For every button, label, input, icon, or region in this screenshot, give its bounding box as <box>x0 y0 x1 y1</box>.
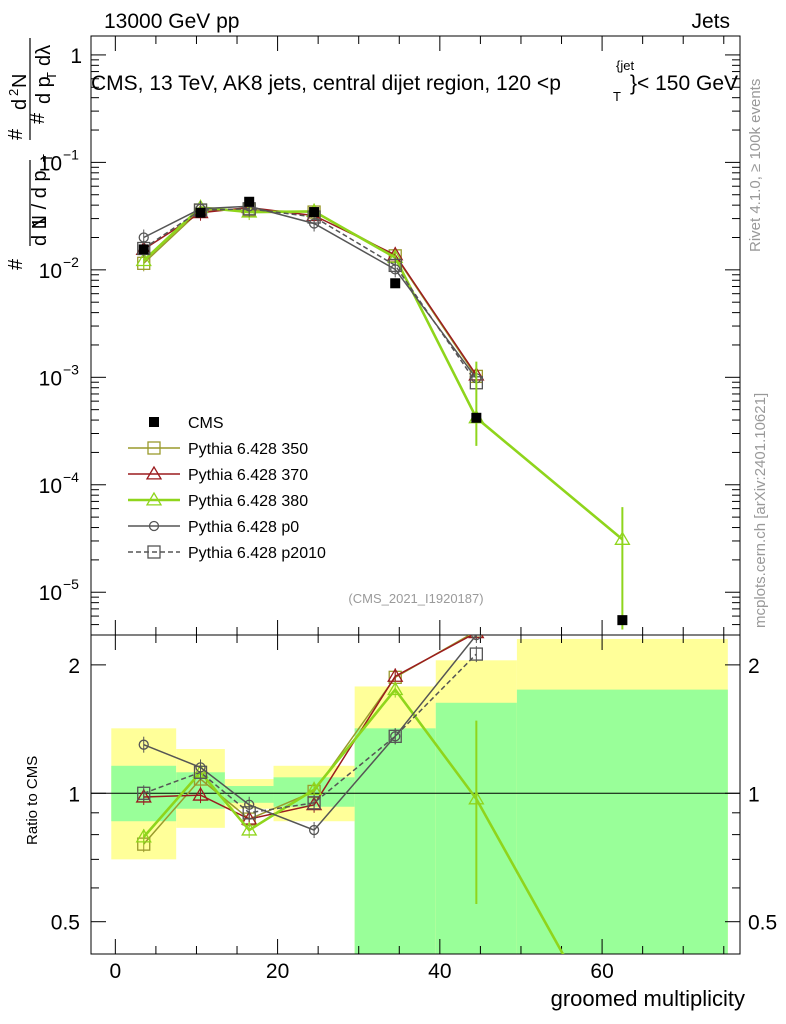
ratio-series-group <box>135 635 565 954</box>
ratio-y-tick-label-right: 2 <box>748 655 760 678</box>
ratio-y-tick-label-right: 1 <box>748 783 760 806</box>
x-tick-label: 20 <box>266 960 289 983</box>
main-line-pythia-6-428-p2010 <box>143 208 477 384</box>
ratio-y-tick-label-right: 0.5 <box>748 912 777 935</box>
ratio-y-tick-label: 2 <box>68 655 80 678</box>
band-1sigma-6 <box>516 689 728 954</box>
x-axis-label: groomed multiplicity <box>551 986 745 1011</box>
title-sub-t: T <box>613 89 621 104</box>
cms-data-point <box>244 196 255 207</box>
title-sup-jet: {jet <box>616 58 634 73</box>
main-y-tick-exponent: −1 <box>63 146 79 162</box>
main-series-group <box>135 196 631 630</box>
svg-text:#: # <box>5 128 27 140</box>
legend-label: CMS <box>188 415 224 432</box>
ratio-line-pythia-6-428-p2010 <box>143 653 477 814</box>
plot-title: CMS, 13 TeV, AK8 jets, central dijet reg… <box>91 58 738 104</box>
legend-label: Pythia 6.428 370 <box>188 467 308 484</box>
legend: CMS Pythia 6.428 350 Pythia 6.428 370 Pythi… <box>128 415 326 562</box>
title-end: }< 150 GeV <box>630 72 738 95</box>
svg-text:d N / d p: d N / d p <box>29 170 51 246</box>
svg-text:1: 1 <box>29 217 51 228</box>
main-y-tick-label: 1 <box>70 45 82 68</box>
x-tick-label: 60 <box>590 960 613 983</box>
x-tick-label: 0 <box>109 960 121 983</box>
legend-label: Pythia 6.428 p0 <box>188 519 299 536</box>
mcplots-label: mcplots.cern.ch [arXiv:2401.10621] <box>752 393 769 628</box>
legend-marker <box>148 520 160 532</box>
header-jets-label: Jets <box>691 10 730 33</box>
rivet-version-label: Rivet 4.1.0, ≥ 100k events <box>747 79 764 252</box>
legend-marker <box>147 545 161 559</box>
title-main: CMS, 13 TeV, AK8 jets, central dijet reg… <box>91 72 561 95</box>
ratio-line-pythia-6-428-p0 <box>143 635 477 831</box>
legend-label: Pythia 6.428 380 <box>188 493 308 510</box>
svg-text:d p: d p <box>33 76 55 104</box>
legend-marker <box>149 417 159 427</box>
main-y-tick-label: 10 <box>39 152 62 175</box>
band-1sigma-4 <box>354 728 436 954</box>
svg-text:d: d <box>9 99 31 110</box>
analysis-id-label: (CMS_2021_I1920187) <box>348 591 483 606</box>
main-line-pythia-6-428-p0 <box>143 205 477 379</box>
main-line-pythia-6-428-380 <box>142 206 624 541</box>
legend-label: Pythia 6.428 350 <box>188 441 308 458</box>
svg-text:#: # <box>27 112 49 124</box>
cms-data-point <box>195 207 206 218</box>
header-energy-label: 13000 GeV pp <box>104 10 239 33</box>
cms-data-point <box>390 278 401 289</box>
main-line-pythia-6-428-350 <box>143 209 477 377</box>
legend-marker <box>145 465 163 480</box>
svg-text:N: N <box>9 74 31 88</box>
main-y-tick-exponent: −4 <box>63 469 79 485</box>
legend-marker <box>147 441 161 455</box>
svg-text:T: T <box>40 154 55 162</box>
ratio-y-axis-label: Ratio to CMS <box>24 756 41 845</box>
main-y-tick-label: 10 <box>39 475 62 498</box>
svg-text:2: 2 <box>6 89 21 96</box>
main-line-pythia-6-428-370 <box>143 206 477 376</box>
cms-data-point <box>617 615 628 626</box>
ratio-panel-frame <box>90 634 741 955</box>
legend-label: Pythia 6.428 p2010 <box>188 545 326 562</box>
main-y-tick-exponent: −3 <box>63 361 79 377</box>
cms-data-point <box>471 412 482 423</box>
axes-group: 110 −110 −210 −310 −410 −50 20 40 600.5 0.51 12 2 <box>39 36 777 983</box>
ratio-y-tick-label: 0.5 <box>51 912 80 935</box>
main-y-tick-exponent: −5 <box>63 576 79 592</box>
main-y-tick-exponent: −2 <box>63 254 79 270</box>
main-y-tick-label: 10 <box>39 582 62 605</box>
svg-text:#: # <box>5 258 27 270</box>
ratio-y-tick-label: 1 <box>68 783 80 806</box>
cms-data-point <box>138 244 149 255</box>
ratio-line-pythia-6-428-370 <box>143 635 474 820</box>
svg-text:T: T <box>44 72 59 80</box>
legend-marker <box>145 491 163 506</box>
cms-data-point <box>309 207 320 218</box>
x-tick-label: 40 <box>428 960 451 983</box>
main-y-tick-label: 10 <box>39 367 62 390</box>
y-axis-label: # 1 d N / d p T # d 2 N # d p T dλ <box>5 38 59 270</box>
main-y-tick-label: 10 <box>39 260 62 283</box>
band-1sigma-2 <box>224 786 274 803</box>
svg-text:dλ: dλ <box>33 45 55 66</box>
